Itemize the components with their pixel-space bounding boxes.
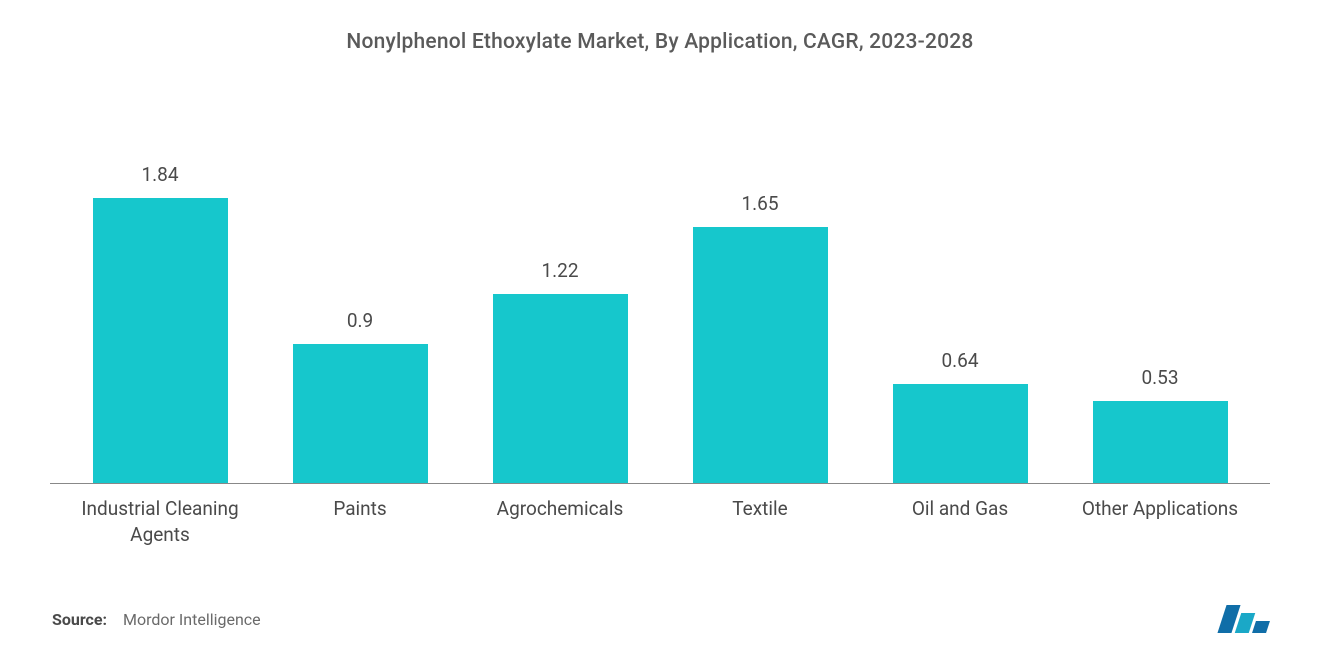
bar-value-label: 1.22 [541, 259, 578, 282]
source-value: Mordor Intelligence [123, 610, 261, 629]
bar [493, 294, 628, 483]
bar-value-label: 0.9 [347, 309, 373, 332]
footer-row: Source: Mordor Intelligence [52, 605, 1268, 633]
chart-title: Nonylphenol Ethoxylate Market, By Applic… [50, 30, 1270, 54]
bar-group: 0.64 [860, 114, 1060, 483]
bar-value-label: 0.53 [1141, 366, 1178, 389]
xaxis-labels-row: Industrial Cleaning AgentsPaintsAgrochem… [50, 484, 1270, 547]
source-label: Source: [52, 610, 107, 629]
bar-group: 0.53 [1060, 114, 1260, 483]
logo-bar-icon [1252, 621, 1270, 633]
bar-value-label: 1.65 [741, 192, 778, 215]
bar [693, 227, 828, 483]
bar-group: 1.65 [660, 114, 860, 483]
xaxis-category-label: Oil and Gas [860, 496, 1060, 547]
bar [93, 198, 228, 483]
bar-group: 0.9 [260, 114, 460, 483]
source-attribution: Source: Mordor Intelligence [52, 610, 261, 629]
xaxis-category-label: Agrochemicals [460, 496, 660, 547]
xaxis-category-label: Textile [660, 496, 860, 547]
bar-value-label: 0.64 [941, 349, 978, 372]
bar [893, 384, 1028, 483]
bar [293, 344, 428, 484]
xaxis-category-label: Paints [260, 496, 460, 547]
chart-plot-area: 1.84 0.9 1.22 1.65 0.64 0.53 [50, 114, 1270, 484]
bar-group: 1.22 [460, 114, 660, 483]
brand-logo [1220, 605, 1268, 633]
xaxis-category-label: Other Applications [1060, 496, 1260, 547]
xaxis-category-label: Industrial Cleaning Agents [60, 496, 260, 547]
bar [1093, 401, 1228, 483]
bar-value-label: 1.84 [141, 163, 178, 186]
bar-group: 1.84 [60, 114, 260, 483]
